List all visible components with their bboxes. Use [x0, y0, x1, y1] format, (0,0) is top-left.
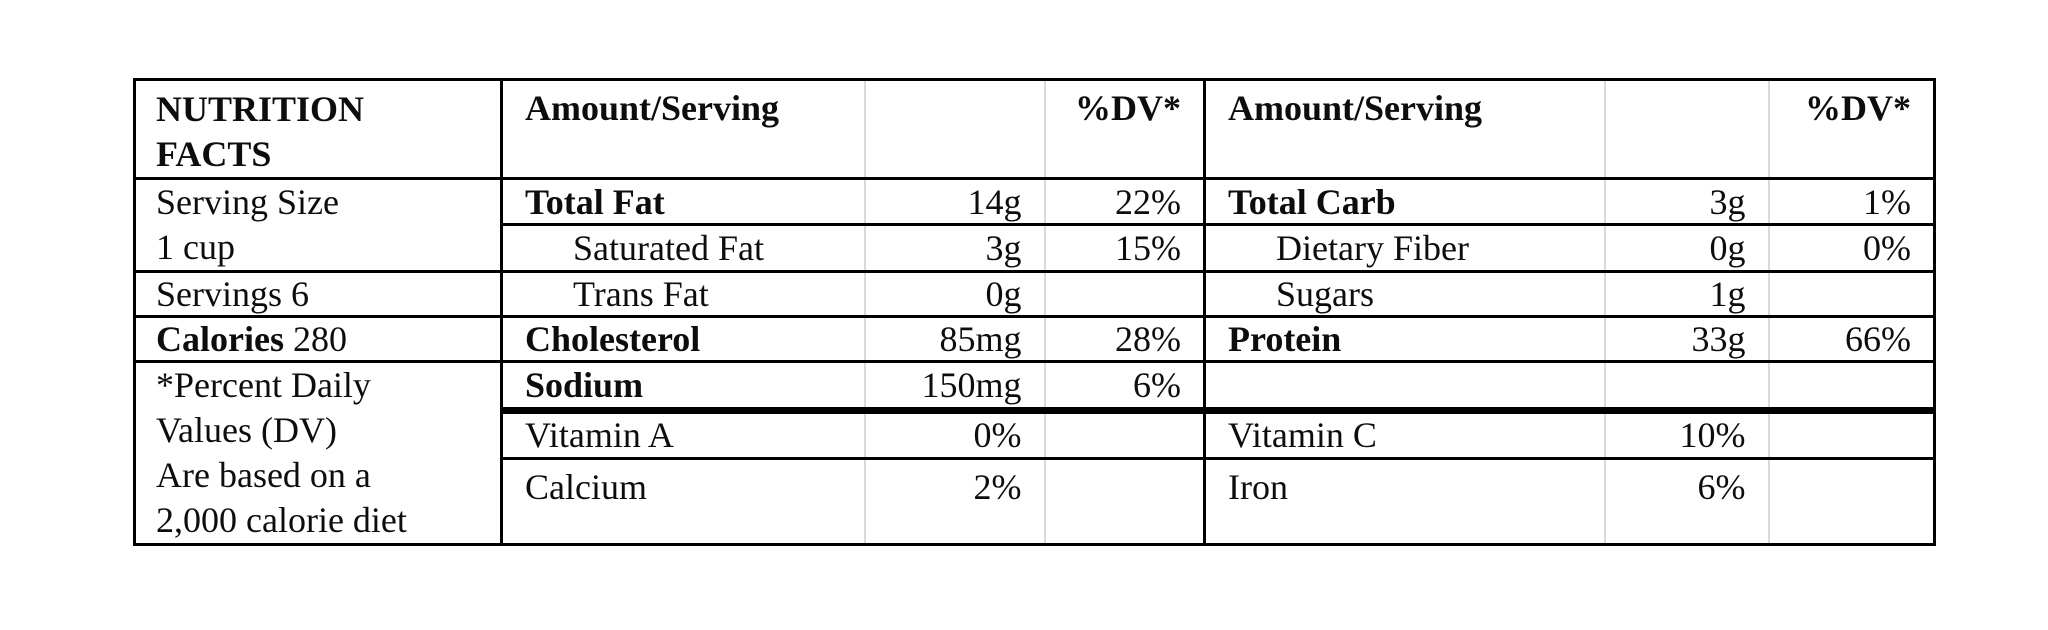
- total-carb-amount: 3g: [1603, 178, 1769, 226]
- serving-size-line1: Serving Size: [156, 182, 339, 222]
- table-title-line2: FACTS: [156, 134, 272, 174]
- protein-amount: 33g: [1603, 316, 1769, 363]
- row-saturated-fat-dietary-fiber: Saturated Fat 3g 15% Dietary Fiber 0g 0%: [135, 224, 1935, 273]
- cholesterol-amount: 85mg: [863, 316, 1045, 363]
- protein-label: Protein: [1203, 316, 1605, 363]
- header-spacer-right: [1603, 79, 1769, 180]
- header-spacer-left: [863, 79, 1045, 180]
- total-fat-amount: 14g: [863, 178, 1045, 226]
- protein-dv: 66%: [1767, 316, 1935, 363]
- cholesterol-dv: 28%: [1043, 316, 1205, 363]
- empty-cell-right-amount: [1603, 361, 1769, 414]
- trans-fat-label: Trans Fat: [500, 271, 865, 318]
- vitamin-a-value: 0%: [863, 410, 1045, 461]
- vitamin-c-value: 10%: [1603, 410, 1769, 461]
- row-cholesterol-protein: Calories 280 Cholesterol 85mg 28% Protei…: [134, 316, 1935, 363]
- saturated-fat-amount: 3g: [863, 224, 1045, 273]
- empty-cell-right-label: [1203, 361, 1605, 414]
- serving-size-line2: 1 cup: [156, 227, 235, 267]
- header-dv-left: %DV*: [1043, 79, 1205, 180]
- row-total-fat-total-carb: Serving Size 1 cup Total Fat 14g 22% Tot…: [134, 178, 1935, 273]
- calcium-dv-spacer: [1043, 458, 1205, 545]
- header-row: NUTRITION FACTS Amount/Serving %DV* Amou…: [134, 79, 1935, 180]
- vitamin-a-dv-spacer: [1043, 410, 1205, 461]
- cholesterol-label: Cholesterol: [500, 316, 865, 363]
- servings-cell: Servings 6: [134, 271, 502, 318]
- header-dv-right: %DV*: [1767, 79, 1935, 180]
- table-title-line1: NUTRITION: [156, 89, 365, 129]
- empty-cell-right-dv: [1767, 361, 1935, 414]
- nutrition-facts-table: NUTRITION FACTS Amount/Serving %DV* Amou…: [133, 78, 1936, 546]
- total-carb-dv: 1%: [1767, 178, 1935, 226]
- trans-fat-dv: [1043, 271, 1205, 318]
- saturated-fat-label: Saturated Fat: [500, 224, 865, 273]
- dietary-fiber-amount: 0g: [1603, 224, 1769, 273]
- trans-fat-amount: 0g: [863, 271, 1045, 318]
- sodium-amount: 150mg: [863, 361, 1045, 414]
- vitamin-c-label: Vitamin C: [1203, 410, 1605, 461]
- footnote-line1: *Percent Daily: [156, 365, 371, 405]
- vitamin-a-label: Vitamin A: [500, 410, 865, 461]
- iron-dv-spacer: [1767, 458, 1935, 545]
- footnote-line2: Values (DV): [156, 410, 337, 450]
- iron-value: 6%: [1603, 458, 1769, 545]
- calcium-value: 2%: [863, 458, 1045, 545]
- row-sodium: *Percent Daily Values (DV) Are based on …: [135, 361, 1935, 540]
- row-trans-fat-sugars: Servings 6 Trans Fat 0g Sugars 1g: [134, 271, 1935, 318]
- calories-cell: Calories 280: [134, 316, 502, 363]
- header-amount-serving-right: Amount/Serving: [1203, 79, 1605, 180]
- footnote-cell: *Percent Daily Values (DV) Are based on …: [135, 362, 502, 545]
- sugars-label: Sugars: [1203, 271, 1605, 318]
- saturated-fat-dv: 15%: [1043, 224, 1205, 273]
- total-fat-dv: 22%: [1043, 178, 1205, 226]
- iron-label: Iron: [1203, 458, 1605, 545]
- sodium-label: Sodium: [500, 361, 865, 414]
- row-vitamin-a-vitamin-c: Vitamin A 0% Vitamin C 10%: [135, 410, 1935, 461]
- serving-size-cell: Serving Size 1 cup: [134, 178, 502, 273]
- footnote-line3: Are based on a: [156, 455, 371, 495]
- total-fat-label: Total Fat: [500, 178, 865, 226]
- total-carb-label: Total Carb: [1203, 178, 1605, 226]
- row-calcium-iron: Calcium 2% Iron 6%: [135, 458, 1935, 545]
- calcium-label: Calcium: [500, 458, 865, 545]
- dietary-fiber-dv: 0%: [1767, 224, 1935, 273]
- header-amount-serving-left: Amount/Serving: [500, 79, 865, 180]
- sugars-dv: [1767, 271, 1935, 318]
- calories-label: Calories: [156, 319, 284, 359]
- sodium-dv: 6%: [1043, 361, 1205, 414]
- footnote-line4: 2,000 calorie diet: [156, 500, 407, 540]
- dietary-fiber-label: Dietary Fiber: [1203, 224, 1605, 273]
- sugars-amount: 1g: [1603, 271, 1769, 318]
- calories-value: 280: [292, 319, 347, 359]
- vitamin-c-dv-spacer: [1767, 410, 1935, 461]
- table-title-cell: NUTRITION FACTS: [134, 79, 502, 180]
